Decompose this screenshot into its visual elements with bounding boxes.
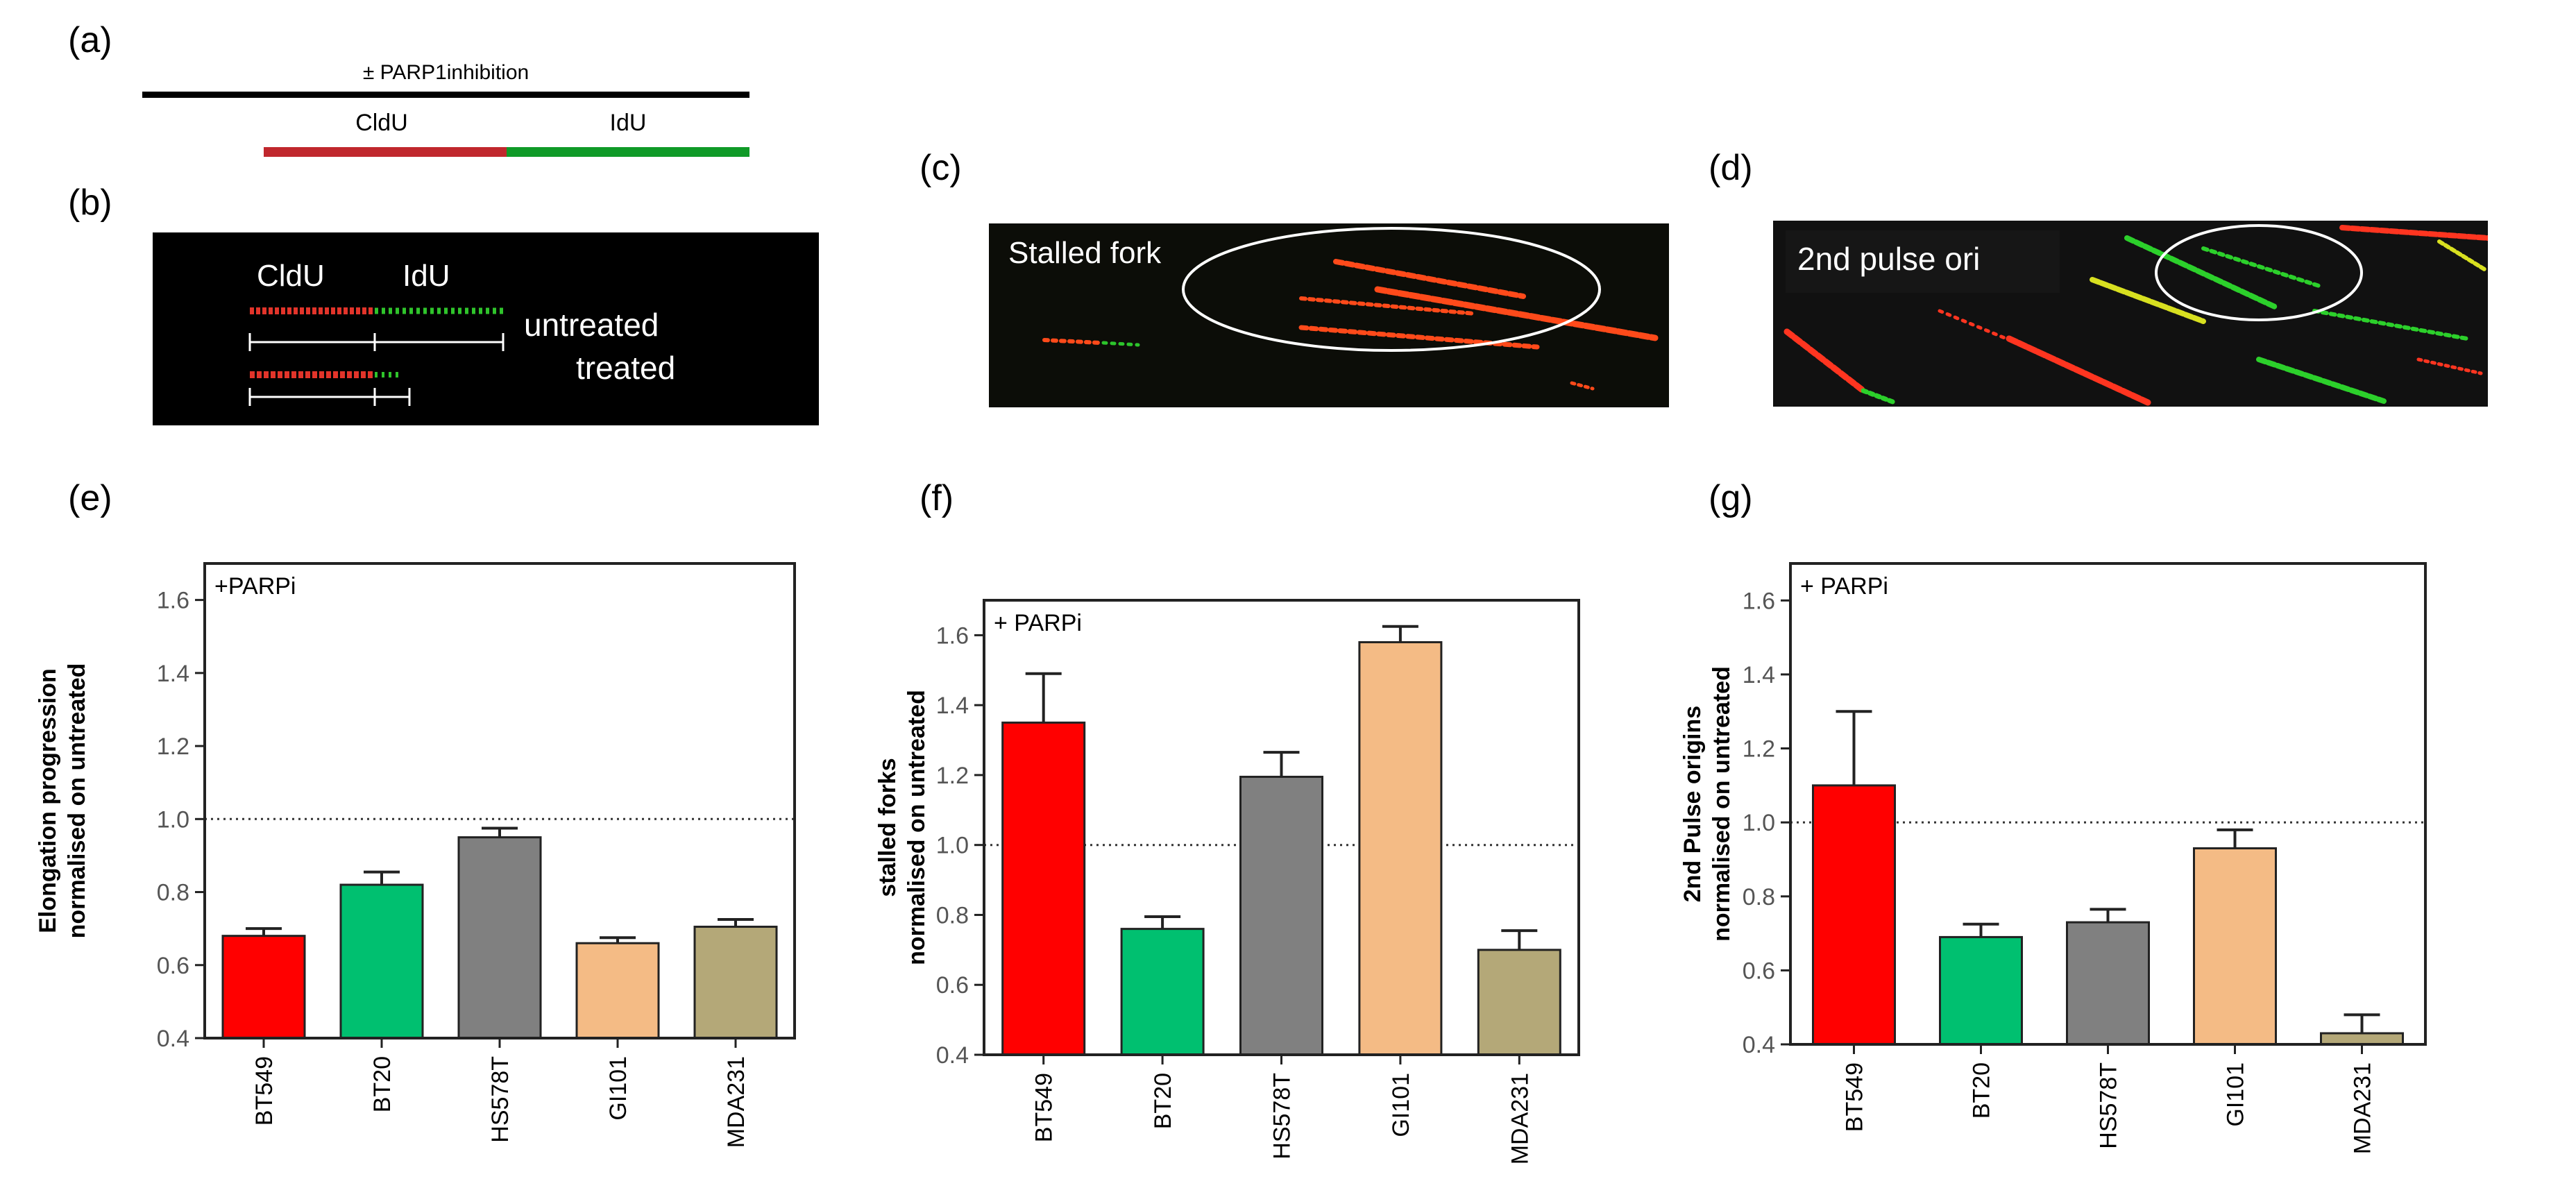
schematic-idu-label: IdU (609, 110, 647, 136)
y-tick-label: 0.8 (1743, 884, 1775, 910)
x-tick-label: MDA231 (723, 1056, 749, 1148)
x-tick-label: HS578T (1269, 1073, 1296, 1160)
y-tick-label: 1.6 (1743, 588, 1775, 614)
panel-label-c: (c) (920, 148, 962, 188)
y-tick-label: 1.0 (936, 833, 969, 859)
bar-gi101 (1358, 640, 1443, 1056)
fiber-image-c (1042, 227, 1659, 391)
y-tick-label: 1.2 (936, 763, 969, 789)
micrograph-b: CldU IdU untreated treated (153, 232, 819, 425)
y-axis-label: stalled forks (874, 758, 901, 897)
x-tick-label: BT549 (1031, 1073, 1058, 1142)
x-tick-label: MDA231 (2350, 1062, 2376, 1154)
micro-b-untreated-label: untreated (524, 307, 659, 343)
y-tick-label: 1.2 (157, 733, 189, 760)
micro-b-treated-label: treated (576, 350, 676, 386)
y-tick-label: 1.6 (157, 588, 189, 614)
y-tick-label: 0.8 (936, 902, 969, 928)
y-tick-label: 0.4 (1743, 1032, 1775, 1058)
x-tick-label: GI101 (2223, 1062, 2249, 1127)
bar-hs578t (457, 836, 542, 1040)
plot-frame (983, 599, 1580, 1056)
bar-bt20 (1939, 935, 2023, 1046)
y-tick-label: 1.4 (936, 693, 969, 719)
x-tick-label: HS578T (487, 1056, 514, 1143)
fiber-image-b (248, 307, 505, 406)
micro-d-label-bg (1786, 230, 2060, 293)
bar-bt549 (1001, 721, 1086, 1056)
x-tick-label: BT549 (251, 1056, 278, 1126)
panel-label-a: (a) (68, 20, 112, 60)
y-tick-label: 1.2 (1743, 736, 1775, 763)
parpi-annotation: + PARPi (994, 610, 1082, 636)
y-tick-label: 1.0 (157, 806, 189, 833)
y-axis-label: Elongation progression (35, 668, 61, 933)
micro-b-cldu-label: CldU (257, 259, 325, 293)
fiber-image-d (1783, 224, 2488, 406)
panel-label-b: (b) (68, 183, 112, 223)
bar-gi101 (2193, 847, 2277, 1046)
y-tick-label: 1.6 (936, 622, 969, 649)
micro-c-label: Stalled fork (1008, 236, 1162, 270)
chart-f: BT549 BT20 HS578T GI101 MDA231 0.4 0.6 0.8 1.0 1.… (874, 599, 1580, 1164)
inhibition-label: ± PARP1inhibition (362, 61, 529, 84)
micro-d-label: 2nd pulse ori (1797, 241, 1981, 277)
chart-e: BT549 BT20 HS578T GI101 MDA231 0.4 0.6 0.8 1.0 1.… (35, 562, 796, 1148)
panel-label-e: (e) (68, 478, 112, 518)
bar-bt549 (221, 935, 306, 1040)
y-tick-label: 0.4 (936, 1042, 969, 1069)
plot-frame (1789, 562, 2427, 1046)
parpi-annotation: +PARPi (214, 573, 296, 600)
y-axis-label: 2nd Pulse origins (1679, 706, 1706, 902)
bar-hs578t (2066, 921, 2150, 1046)
inhibition-bar (142, 92, 749, 98)
panel-label-f: (f) (920, 478, 954, 518)
bar-mda231 (1477, 949, 1561, 1056)
x-tick-label: GI101 (605, 1056, 632, 1121)
y-tick-label: 1.4 (157, 661, 189, 687)
y-tick-label: 0.6 (157, 953, 189, 979)
panel-label-g: (g) (1709, 478, 1753, 518)
plot-frame (203, 562, 796, 1040)
bar-bt20 (1120, 928, 1205, 1056)
x-tick-label: HS578T (2096, 1062, 2122, 1149)
y-tick-label: 0.6 (1743, 958, 1775, 984)
y-tick-label: 0.4 (157, 1026, 189, 1052)
x-tick-label: BT20 (1969, 1062, 1995, 1119)
panel-label-d: (d) (1709, 148, 1753, 188)
bar-gi101 (575, 942, 660, 1040)
x-tick-label: BT549 (1842, 1062, 1868, 1132)
y-tick-label: 0.6 (936, 972, 969, 999)
x-tick-label: GI101 (1388, 1073, 1414, 1137)
y-axis-label: normalised on untreated (1709, 666, 1735, 942)
cldu-pulse-bar (264, 147, 507, 157)
schematic-cldu-label: CldU (355, 110, 408, 136)
y-tick-label: 1.4 (1743, 662, 1775, 688)
bar-bt549 (1812, 784, 1896, 1046)
micro-b-idu-label: IdU (402, 259, 450, 293)
bar-mda231 (2320, 1032, 2404, 1046)
x-tick-label: BT20 (369, 1056, 396, 1112)
parpi-annotation: + PARPi (1800, 573, 1888, 600)
bar-hs578t (1239, 775, 1323, 1056)
bar-mda231 (693, 926, 778, 1040)
micrograph-c: Stalled fork (989, 223, 1669, 407)
y-axis-label: normalised on untreated (64, 663, 90, 939)
micrograph-d: 2nd pulse ori (1773, 221, 2488, 407)
y-tick-label: 1.0 (1743, 810, 1775, 836)
y-tick-label: 0.8 (157, 880, 189, 906)
bar-bt20 (339, 883, 424, 1040)
y-axis-label: normalised on untreated (904, 690, 930, 965)
x-tick-label: BT20 (1150, 1073, 1176, 1129)
idu-pulse-bar (507, 147, 749, 157)
x-tick-label: MDA231 (1507, 1073, 1533, 1164)
chart-g: BT549 BT20 HS578T GI101 MDA231 0.4 0.6 0.8 1.0 1.… (1679, 562, 2427, 1154)
